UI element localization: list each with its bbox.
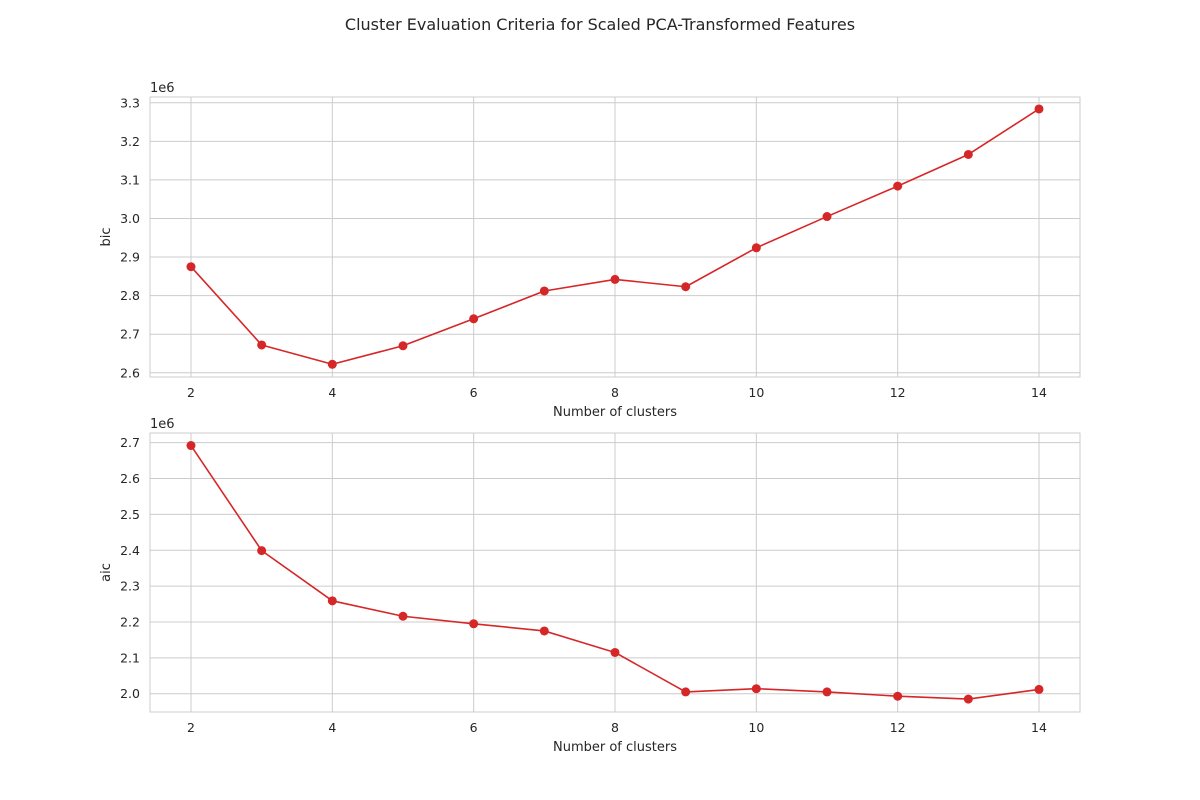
bic-data-point bbox=[398, 341, 408, 351]
bic-y-tick-label: 3.2 bbox=[120, 134, 140, 149]
bic-x-tick-label: 8 bbox=[611, 385, 619, 400]
bic-x-tick-label: 10 bbox=[748, 385, 764, 400]
aic-x-tick-label: 2 bbox=[187, 720, 195, 735]
aic-subplot: 2 4 6 8 10 12 14 2.0 2.1 2.2 2.3 2.4 2.5 2.6 2.7 1e6 Num… bbox=[99, 417, 1081, 755]
bic-x-tick-label: 14 bbox=[1031, 385, 1047, 400]
bic-y-tick-label: 2.8 bbox=[120, 288, 140, 303]
bic-data-point bbox=[610, 274, 620, 284]
bic-x-tick-label: 6 bbox=[470, 385, 478, 400]
aic-x-tick-label: 6 bbox=[470, 720, 478, 735]
bic-x-tick-label: 4 bbox=[328, 385, 336, 400]
aic-data-point bbox=[327, 596, 337, 606]
aic-data-point bbox=[1034, 684, 1044, 694]
bic-x-axis-label: Number of clusters bbox=[553, 405, 677, 420]
bic-data-point bbox=[257, 340, 267, 350]
aic-x-tick-label: 14 bbox=[1031, 720, 1047, 735]
aic-x-tick-label: 10 bbox=[748, 720, 764, 735]
aic-data-point bbox=[893, 691, 903, 701]
aic-y-tick-label: 2.3 bbox=[120, 579, 140, 594]
aic-data-point bbox=[539, 626, 549, 636]
aic-data-point bbox=[186, 441, 196, 451]
bic-y-offset-label: 1e6 bbox=[150, 81, 175, 96]
bic-x-tick-label: 12 bbox=[890, 385, 906, 400]
aic-data-point bbox=[751, 684, 761, 694]
bic-y-tick-label: 2.9 bbox=[120, 250, 140, 265]
bic-x-tick-label: 2 bbox=[187, 385, 195, 400]
aic-x-tick-label: 12 bbox=[890, 720, 906, 735]
aic-data-point bbox=[963, 694, 973, 704]
aic-data-point bbox=[610, 647, 620, 657]
bic-data-point bbox=[1034, 104, 1044, 114]
bic-data-point bbox=[963, 149, 973, 159]
aic-data-point bbox=[257, 546, 267, 556]
aic-y-tick-label: 2.5 bbox=[120, 507, 140, 522]
aic-x-tick-label: 8 bbox=[611, 720, 619, 735]
aic-y-tick-label: 2.0 bbox=[120, 686, 140, 701]
aic-x-axis-label: Number of clusters bbox=[553, 740, 677, 755]
bic-data-point bbox=[822, 212, 832, 222]
aic-y-tick-label: 2.6 bbox=[120, 471, 140, 486]
aic-x-tick-label: 4 bbox=[328, 720, 336, 735]
bic-y-tick-label: 3.3 bbox=[120, 95, 140, 110]
bic-axes-frame bbox=[149, 96, 1081, 378]
bic-data-point bbox=[186, 262, 196, 272]
bic-y-axis-label: bic bbox=[99, 227, 114, 246]
figure-title: Cluster Evaluation Criteria for Scaled P… bbox=[345, 15, 855, 34]
aic-data-point bbox=[398, 611, 408, 621]
bic-y-tick-label: 2.6 bbox=[120, 365, 140, 380]
aic-y-tick-label: 2.2 bbox=[120, 614, 140, 629]
aic-y-tick-label: 2.7 bbox=[120, 435, 140, 450]
aic-data-point bbox=[681, 687, 691, 697]
bic-data-point bbox=[327, 359, 337, 369]
aic-y-axis-label: aic bbox=[99, 563, 114, 582]
bic-data-point bbox=[681, 282, 691, 292]
aic-data-point bbox=[469, 619, 479, 629]
bic-subplot: 2 4 6 8 10 12 14 2.6 2.7 2.8 2.9 3.0 3.1 3.2 3.3 1e6 Num… bbox=[99, 81, 1081, 420]
aic-axes-frame bbox=[149, 432, 1081, 713]
aic-y-tick-label: 2.1 bbox=[120, 650, 140, 665]
aic-data-point bbox=[822, 687, 832, 697]
bic-data-point bbox=[751, 243, 761, 253]
bic-data-point bbox=[469, 314, 479, 324]
bic-y-tick-label: 3.1 bbox=[120, 172, 140, 187]
bic-data-point bbox=[893, 181, 903, 191]
bic-y-tick-label: 3.0 bbox=[120, 211, 140, 226]
aic-y-tick-label: 2.4 bbox=[120, 543, 140, 558]
bic-y-tick-label: 2.7 bbox=[120, 327, 140, 342]
aic-y-offset-label: 1e6 bbox=[150, 417, 175, 432]
bic-data-point bbox=[539, 286, 549, 296]
